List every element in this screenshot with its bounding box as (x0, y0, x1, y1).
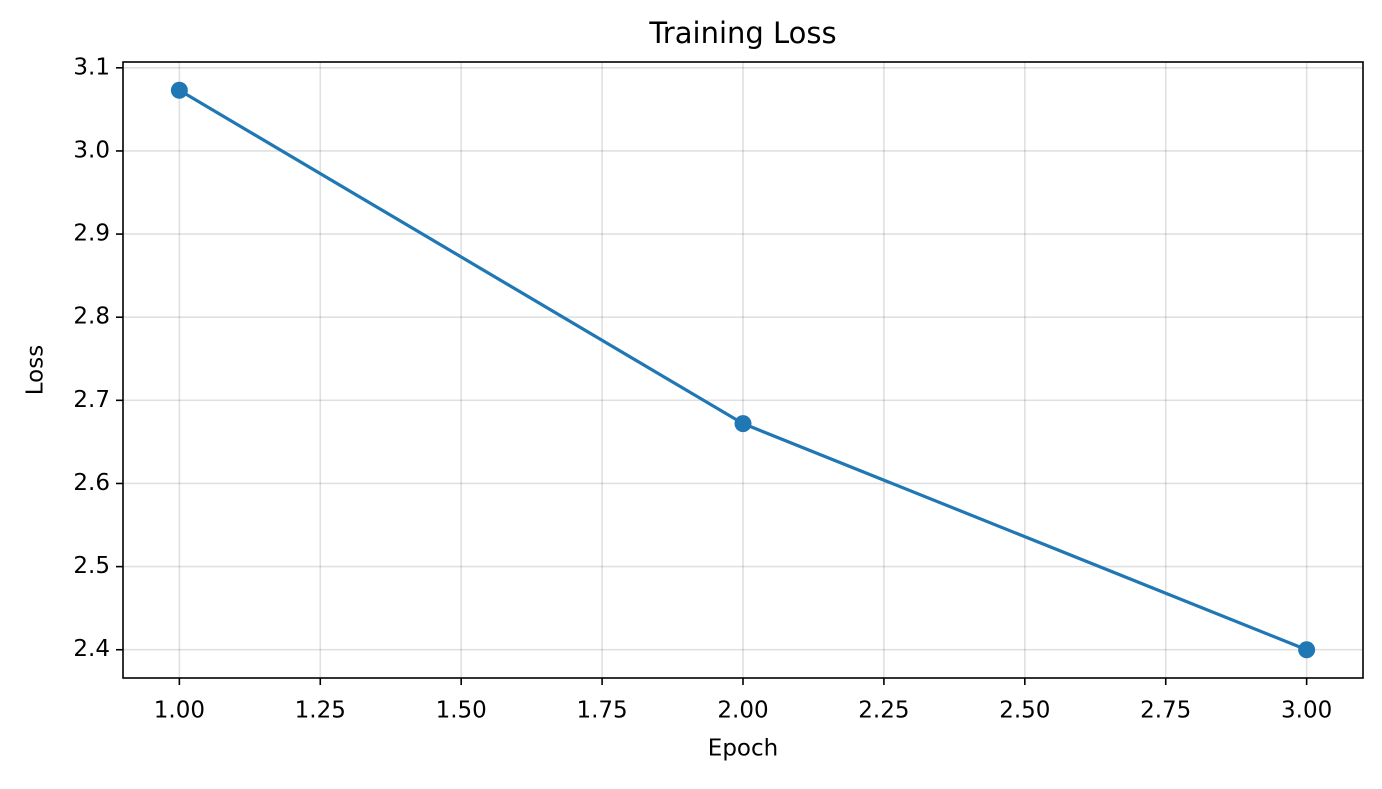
y-tick-label: 2.5 (73, 553, 110, 579)
y-tick-label: 3.0 (73, 137, 110, 163)
y-tick-label: 2.4 (73, 636, 110, 662)
y-tick-label: 3.1 (73, 54, 110, 80)
point (170, 81, 188, 99)
x-tick-label: 1.00 (154, 698, 205, 724)
y-axis-label: Loss (23, 345, 49, 395)
x-tick-label: 1.75 (576, 698, 627, 724)
x-tick-label: 2.00 (717, 698, 768, 724)
y-tick-label: 2.8 (73, 304, 110, 330)
x-tick-label: 1.50 (436, 698, 487, 724)
plot-frame (122, 61, 1364, 679)
x-tick-label: 3.00 (1281, 698, 1332, 724)
point (734, 415, 752, 433)
y-tick-label: 2.7 (73, 387, 110, 413)
point (1298, 641, 1316, 659)
x-tick-label: 2.75 (1140, 698, 1191, 724)
x-tick-label: 1.25 (295, 698, 346, 724)
y-tick-label: 2.6 (73, 470, 110, 496)
y-tick-label: 2.9 (73, 221, 110, 247)
x-tick-label: 2.50 (999, 698, 1050, 724)
chart-title: Training Loss (648, 16, 836, 50)
x-axis-label: Epoch (708, 736, 778, 762)
x-tick-label: 2.25 (858, 698, 909, 724)
